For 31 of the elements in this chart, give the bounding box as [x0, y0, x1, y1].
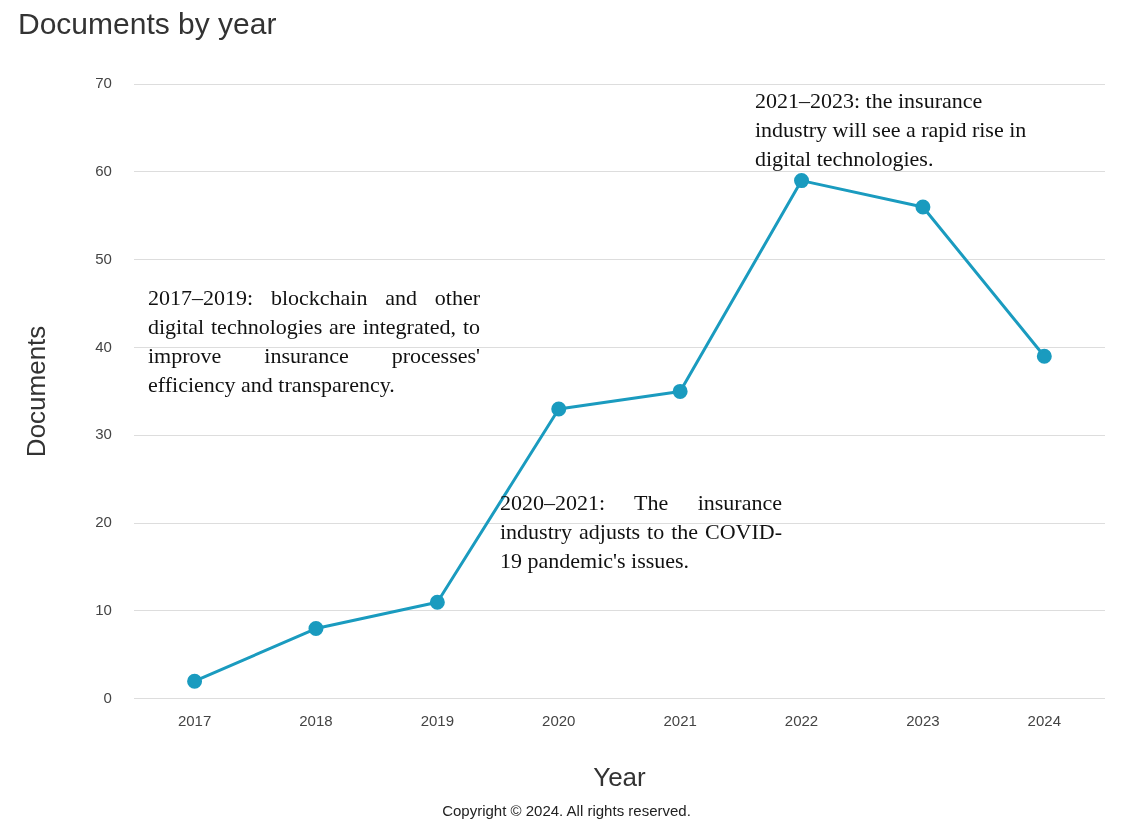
y-tick-label: 20: [95, 513, 112, 531]
y-axis-title: Documents: [20, 325, 51, 458]
y-tick-label: 50: [95, 249, 112, 267]
x-tick-label: 2018: [299, 711, 333, 729]
y-tick-label: 60: [95, 161, 112, 179]
chart-title: Documents by year: [18, 7, 277, 41]
x-tick-label: 2022: [784, 711, 819, 729]
x-tick-label: 2017: [177, 711, 212, 729]
x-tick-label: 2023: [906, 711, 940, 729]
x-tick-label: 2024: [1027, 711, 1061, 729]
point: [672, 383, 688, 399]
x-tick-label: 2021: [663, 711, 697, 729]
point: [794, 173, 810, 189]
annotation: 2020–2021: The insurance industry adjusts to the COVID-19 pandemic's issues.: [500, 489, 782, 575]
x-tick-label: 2020: [542, 711, 576, 729]
x-axis-title: Year: [593, 761, 647, 792]
annotation: 2017–2019: blockchain and other digital technologies are integrated, to improve insurance processes' efficiency and transparency.: [148, 284, 480, 399]
y-tick-label: 10: [95, 601, 112, 619]
point: [429, 594, 445, 610]
point: [187, 673, 203, 689]
y-tick-label: 0: [103, 688, 112, 706]
y-tick-label: 30: [95, 425, 112, 443]
text: Copyright © 2024. All rights reserved.: [441, 802, 692, 819]
point: [1036, 348, 1052, 364]
y-tick-label: 70: [95, 74, 112, 92]
annotation: 2021–2023: the insurance industry will see a rapid rise in digital technologies.: [755, 87, 1028, 173]
y-tick-label: 40: [95, 337, 112, 355]
point: [915, 199, 931, 215]
x-tick-label: 2019: [420, 711, 455, 729]
point: [308, 621, 324, 637]
point: [551, 401, 567, 417]
